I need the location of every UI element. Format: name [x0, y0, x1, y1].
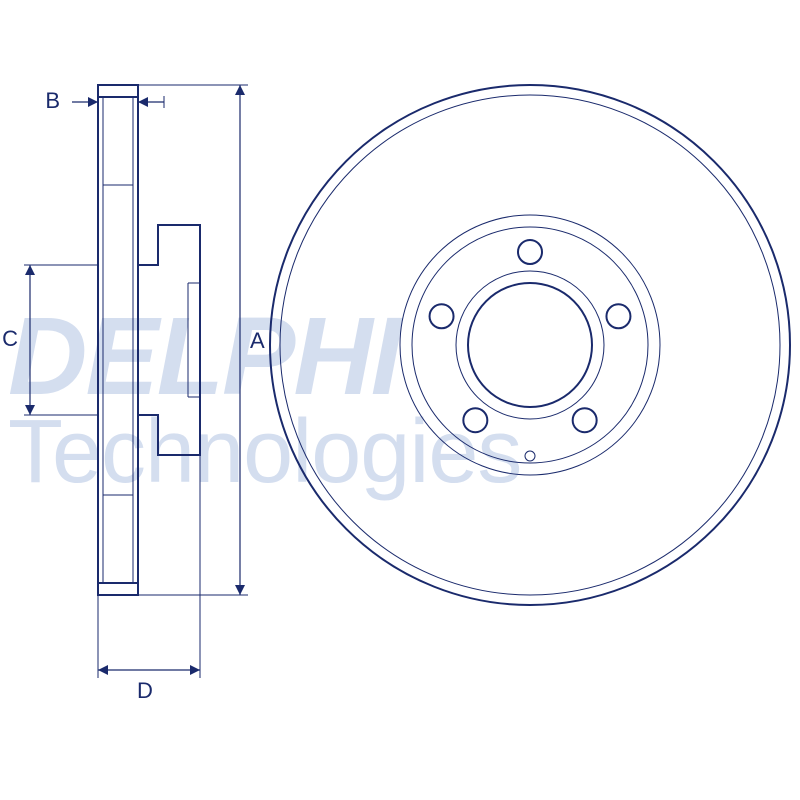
- svg-text:A: A: [250, 328, 265, 353]
- svg-text:D: D: [137, 678, 153, 703]
- technical-drawing: A B C D: [0, 0, 800, 800]
- svg-text:C: C: [2, 326, 18, 351]
- svg-text:B: B: [45, 88, 60, 113]
- diagram-canvas: { "watermark": { "line1": "DELPHI", "lin…: [0, 0, 800, 800]
